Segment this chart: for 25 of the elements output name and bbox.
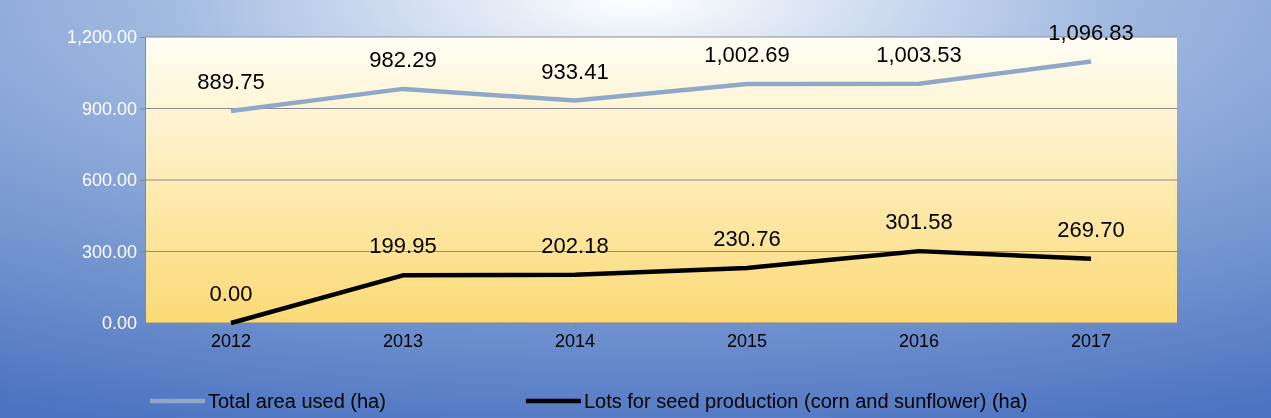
y-tick-label: 300.00 (81, 241, 137, 262)
data-label: 199.95 (369, 233, 437, 259)
data-label: 1,002.69 (704, 42, 790, 68)
data-label: 301.58 (885, 209, 953, 235)
data-label: 1,096.83 (1048, 19, 1134, 45)
x-tick-label: 2012 (210, 331, 252, 352)
y-tick-label: 900.00 (81, 98, 137, 119)
data-label: 202.18 (541, 232, 609, 258)
legend-label: Total area used (ha) (208, 390, 386, 412)
data-label: 933.41 (541, 58, 609, 84)
data-label: 0.00 (209, 281, 253, 306)
x-tick-label: 2014 (554, 331, 596, 352)
x-tick-label: 2017 (1070, 331, 1112, 352)
x-tick-label: 2013 (382, 331, 424, 352)
x-tick-label: 2016 (898, 331, 940, 352)
x-tick-label: 2015 (726, 331, 768, 352)
y-tick-label: 1,200.00 (66, 27, 137, 48)
data-label: 982.29 (369, 46, 437, 72)
data-label: 1,003.53 (876, 41, 962, 67)
y-tick-label: 0.00 (101, 313, 137, 334)
y-tick-label: 600.00 (81, 170, 137, 191)
legend-label: Lots for seed production (corn and sunflower) (ha) (583, 390, 1028, 412)
data-label: 230.76 (713, 226, 781, 251)
data-label: 269.70 (1057, 216, 1125, 242)
data-label: 889.75 (197, 68, 265, 94)
